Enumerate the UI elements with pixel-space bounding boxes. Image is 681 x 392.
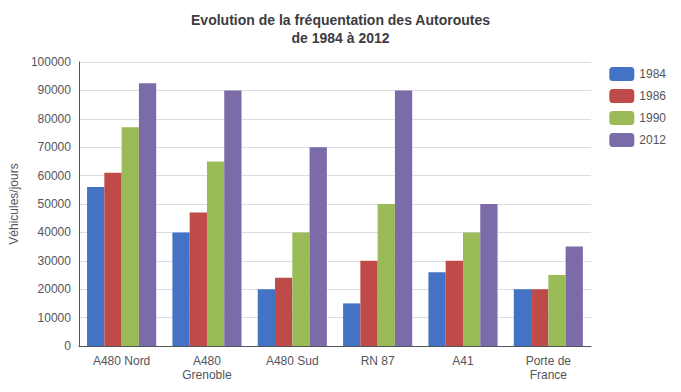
svg-text:50000: 50000 xyxy=(38,197,72,211)
svg-text:de 1984 à 2012: de 1984 à 2012 xyxy=(291,30,389,46)
svg-text:Véhicules/jours: Véhicules/jours xyxy=(7,163,21,244)
svg-text:40000: 40000 xyxy=(38,225,72,239)
svg-text:A480 Sud: A480 Sud xyxy=(266,354,319,368)
svg-text:1990: 1990 xyxy=(639,111,666,125)
svg-text:30000: 30000 xyxy=(38,254,72,268)
svg-text:A480: A480 xyxy=(193,354,221,368)
svg-text:A480 Nord: A480 Nord xyxy=(93,354,150,368)
svg-text:90000: 90000 xyxy=(38,83,72,97)
svg-text:10000: 10000 xyxy=(38,311,72,325)
svg-text:70000: 70000 xyxy=(38,140,72,154)
svg-text:100000: 100000 xyxy=(31,55,71,69)
svg-text:Evolution de la fréquentation: Evolution de la fréquentation des Autoro… xyxy=(191,12,490,28)
svg-text:80000: 80000 xyxy=(38,112,72,126)
svg-text:A41: A41 xyxy=(452,354,474,368)
svg-text:20000: 20000 xyxy=(38,282,72,296)
svg-text:Porte de: Porte de xyxy=(526,354,572,368)
svg-text:0: 0 xyxy=(64,339,71,353)
svg-text:1986: 1986 xyxy=(639,89,666,103)
svg-text:1984: 1984 xyxy=(639,67,666,81)
svg-text:Grenoble: Grenoble xyxy=(182,368,232,382)
svg-text:RN 87: RN 87 xyxy=(361,354,395,368)
svg-text:2012: 2012 xyxy=(639,133,666,147)
svg-text:France: France xyxy=(530,368,568,382)
svg-text:60000: 60000 xyxy=(38,169,72,183)
